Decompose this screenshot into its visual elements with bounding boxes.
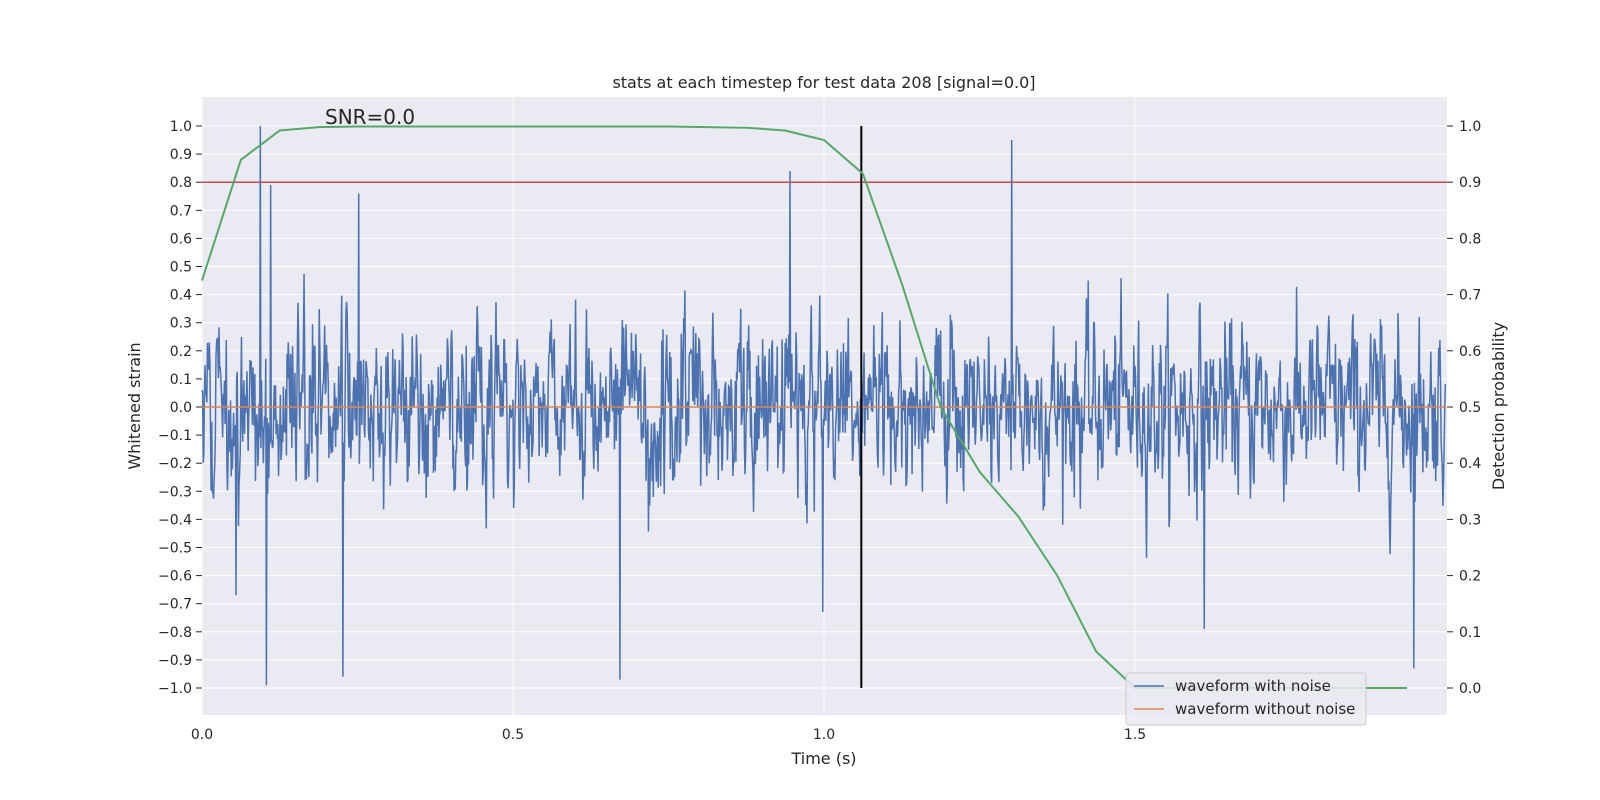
y-tick-label: 1.0	[170, 119, 192, 135]
y-tick-label: −0.6	[158, 569, 192, 585]
legend-label-noise: waveform with noise	[1175, 677, 1331, 695]
y2-tick-label: 1.0	[1459, 119, 1481, 135]
y2-tick-label: 0.7	[1459, 288, 1481, 304]
x-tick-label: 1.5	[1124, 727, 1146, 743]
right-axis-ticks: 1.0 0.9 0.8 0.7 0.6 0.5 0.4 0.3 0.2 0.1 0.0	[1447, 119, 1481, 697]
y-axis-label: Whitened strain	[125, 342, 144, 469]
legend-box	[1125, 672, 1367, 726]
x-tick-label: 0.0	[191, 727, 213, 743]
y2-tick-label: 0.2	[1459, 569, 1481, 585]
y-tick-label: −0.7	[158, 597, 192, 613]
y-tick-label: −1.0	[158, 681, 192, 697]
left-axis-ticks: 1.0 0.9 0.8 0.7 0.6 0.5 0.4 0.3 0.2 0.1 0.0 −0.1 −0.…	[158, 119, 202, 697]
y-tick-label: −0.3	[158, 484, 192, 500]
bottom-axis-ticks: 0.0 0.5 1.0 1.5	[191, 727, 1146, 743]
y-tick-label: −0.5	[158, 541, 192, 557]
y-tick-label: 0.2	[170, 344, 192, 360]
y2-axis-label: Detection probability	[1489, 322, 1508, 490]
chart-title: stats at each timestep for test data 208…	[612, 73, 1035, 92]
y-tick-label: 0.6	[170, 231, 192, 247]
y2-tick-label: 0.9	[1459, 175, 1481, 191]
y2-tick-label: 0.6	[1459, 344, 1481, 360]
y2-tick-label: 0.3	[1459, 512, 1481, 528]
y-tick-label: 0.9	[170, 147, 192, 163]
y-tick-label: 0.7	[170, 203, 192, 219]
legend-label-clean: waveform without noise	[1175, 700, 1355, 718]
y-tick-label: 0.4	[170, 288, 192, 304]
snr-annotation: SNR=0.0	[325, 105, 415, 129]
y2-tick-label: 0.4	[1459, 456, 1481, 472]
y-tick-label: 0.8	[170, 175, 192, 191]
y-tick-label: 0.5	[170, 260, 192, 276]
y-tick-label: −0.8	[158, 625, 192, 641]
y-tick-label: 0.1	[170, 372, 192, 388]
y2-tick-label: 0.5	[1459, 400, 1481, 416]
x-tick-label: 0.5	[502, 727, 524, 743]
y-tick-label: 0.3	[170, 316, 192, 332]
y-tick-label: −0.1	[158, 428, 192, 444]
y-tick-label: −0.2	[158, 456, 192, 472]
y2-tick-label: 0.1	[1459, 625, 1481, 641]
series-line-waveform-with-noise	[201, 125, 1447, 686]
y2-tick-label: 0.0	[1459, 681, 1481, 697]
legend: waveform with noise waveform without noi…	[1125, 672, 1367, 726]
y-tick-label: −0.9	[158, 653, 192, 669]
y2-tick-label: 0.8	[1459, 231, 1481, 247]
x-axis-label: Time (s)	[790, 749, 856, 768]
y-tick-label: −0.4	[158, 512, 192, 528]
y-tick-label: 0.0	[170, 400, 192, 416]
x-tick-label: 1.0	[813, 727, 835, 743]
